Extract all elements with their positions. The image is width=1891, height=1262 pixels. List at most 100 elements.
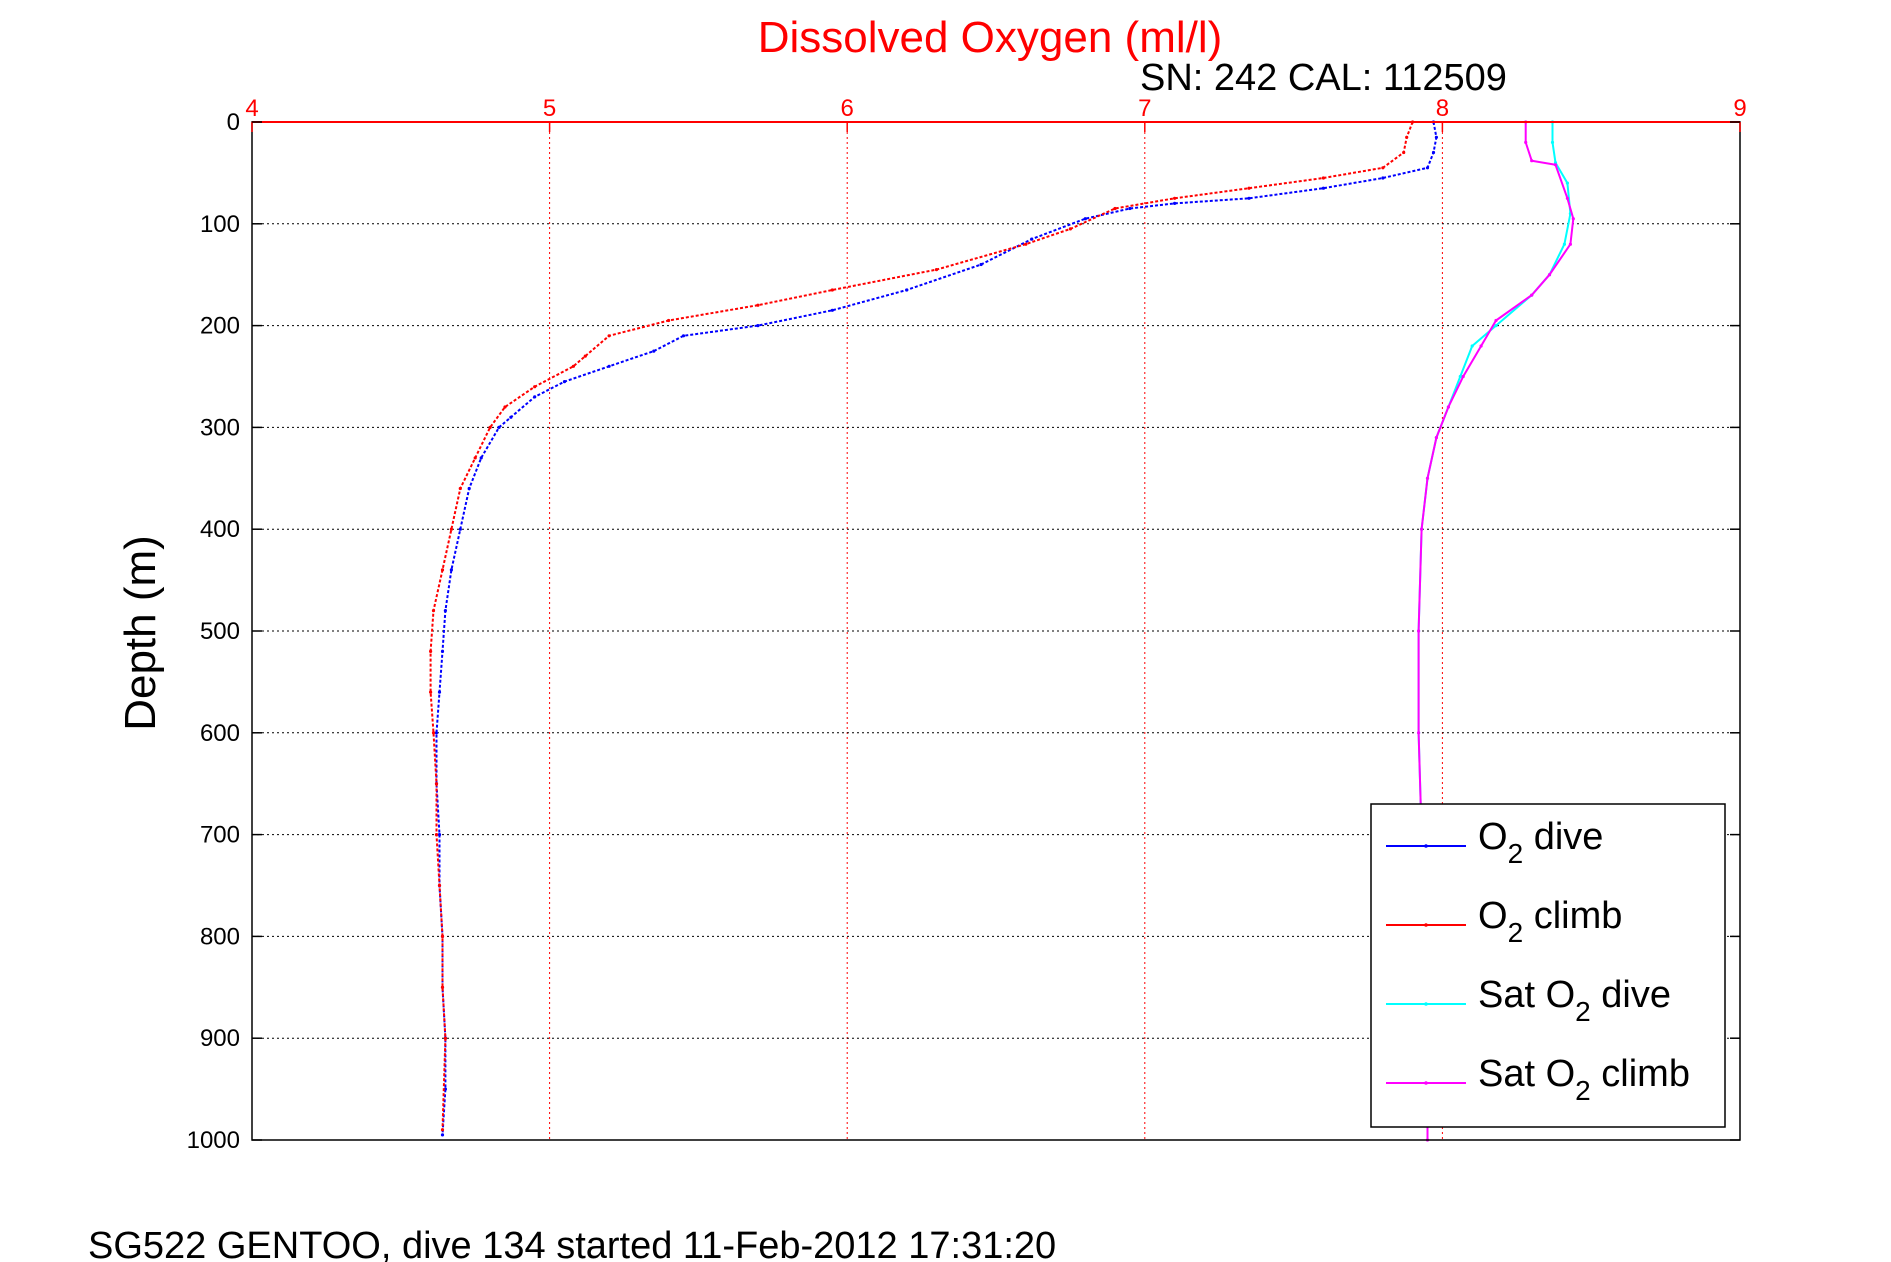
series-point-0	[458, 527, 462, 531]
series-point-1	[571, 364, 576, 368]
series-point-1	[431, 731, 436, 735]
series-point-0	[1321, 186, 1325, 190]
series-point-1	[431, 609, 436, 613]
series-point-1	[473, 456, 477, 460]
series-point-1	[429, 649, 433, 654]
series-point-0	[681, 334, 686, 338]
series-point-3	[1417, 629, 1421, 633]
series-point-1	[1381, 166, 1385, 170]
legend-marker-1	[1424, 923, 1428, 927]
series-point-1	[1068, 227, 1072, 231]
series-point-0	[497, 425, 501, 429]
chart-legend: O2 dive O2 climb Sat O2 dive Sat O2 climb	[1370, 803, 1726, 1128]
y-tick-label: 800	[200, 923, 240, 950]
series-point-0	[440, 649, 445, 654]
series-point-2	[1494, 324, 1498, 328]
legend-marker-2	[1424, 1002, 1428, 1006]
x-tick-label: 9	[1733, 95, 1746, 122]
series-point-1	[458, 486, 462, 491]
data-series	[429, 120, 1575, 1142]
series-point-3	[1530, 293, 1534, 297]
series-point-3	[1565, 196, 1569, 200]
y-tick-label: 100	[200, 211, 240, 238]
x-tick-label: 5	[543, 95, 556, 122]
series-point-0	[1431, 150, 1436, 155]
series-point-3	[1553, 163, 1558, 167]
series-point-0	[979, 262, 983, 267]
series-point-1	[830, 288, 834, 292]
x-tick-label: 8	[1436, 95, 1449, 122]
series-line-0	[435, 121, 1438, 1135]
series-point-1	[488, 425, 492, 429]
y-axis-label: Depth (m)	[116, 535, 165, 731]
series-point-1	[533, 385, 537, 389]
series-point-3	[1461, 374, 1465, 379]
series-point-3	[1417, 731, 1421, 735]
series-point-0	[607, 364, 611, 368]
series-point-2	[1562, 242, 1566, 246]
axis-ticks: 4 5 6 7 8 9 0 100 200 300 400 500 600 700 800 900 1000	[187, 95, 1747, 1154]
series-point-1	[1321, 176, 1325, 180]
series-point-1	[756, 303, 760, 307]
series-point-2	[1470, 344, 1474, 348]
legend-marker-3	[1424, 1081, 1428, 1085]
series-point-1	[1173, 196, 1177, 200]
chart-subtitle: SN: 242 CAL: 112509	[1140, 57, 1507, 99]
x-tick-label: 4	[245, 95, 258, 122]
series-point-1	[434, 782, 439, 786]
series-point-1	[429, 690, 433, 694]
series-point-0	[652, 349, 656, 353]
series-point-1	[583, 354, 587, 358]
series-point-3	[1425, 476, 1430, 480]
series-point-1	[449, 527, 453, 531]
series-point-1	[440, 985, 445, 989]
series-point-1	[1247, 186, 1251, 190]
series-point-0	[437, 833, 442, 837]
series-point-0	[440, 1133, 445, 1137]
chart-title: Dissolved Oxygen (ml/l)	[758, 13, 1223, 62]
series-point-3	[1530, 159, 1534, 163]
series-point-1	[434, 833, 439, 837]
series-point-0	[1425, 166, 1430, 170]
y-tick-label: 300	[200, 414, 240, 441]
series-point-1	[667, 318, 671, 323]
y-tick-label: 600	[200, 720, 240, 747]
series-point-3	[1568, 242, 1572, 246]
series-point-3	[1524, 140, 1528, 144]
y-tick-label: 200	[200, 313, 240, 340]
series-point-0	[1247, 196, 1251, 200]
series-point-2	[1550, 140, 1555, 144]
y-tick-label: 0	[227, 109, 240, 136]
legend-label-2: Sat O2 dive	[1478, 974, 1671, 1027]
series-point-1	[440, 1128, 445, 1132]
x-tick-label: 7	[1138, 95, 1151, 122]
series-point-1	[1405, 135, 1409, 139]
series-point-3	[1420, 527, 1424, 531]
series-point-1	[440, 568, 445, 572]
series-point-3	[1434, 436, 1438, 440]
series-point-0	[479, 456, 483, 460]
y-tick-label: 900	[200, 1025, 240, 1052]
series-point-0	[1173, 201, 1177, 205]
series-point-1	[607, 334, 611, 338]
y-tick-label: 700	[200, 822, 240, 849]
series-point-1	[437, 883, 442, 888]
series-point-0	[449, 568, 453, 572]
series-point-2	[1565, 181, 1569, 185]
series-point-3	[1571, 217, 1575, 221]
series-point-1	[1402, 150, 1406, 155]
legend-label-1: O2 climb	[1478, 895, 1622, 948]
legend-marker-0	[1424, 844, 1428, 848]
series-point-1	[440, 934, 445, 939]
y-tick-label: 500	[200, 618, 240, 645]
series-point-1	[1113, 206, 1117, 211]
series-point-0	[905, 288, 909, 292]
series-point-1	[934, 268, 939, 272]
series-point-3	[1446, 405, 1450, 409]
series-point-3	[1547, 273, 1552, 277]
series-point-0	[756, 324, 760, 328]
y-tick-label: 400	[200, 516, 240, 543]
x-tick-label: 6	[841, 95, 854, 122]
y-tick-label: 1000	[187, 1127, 240, 1154]
